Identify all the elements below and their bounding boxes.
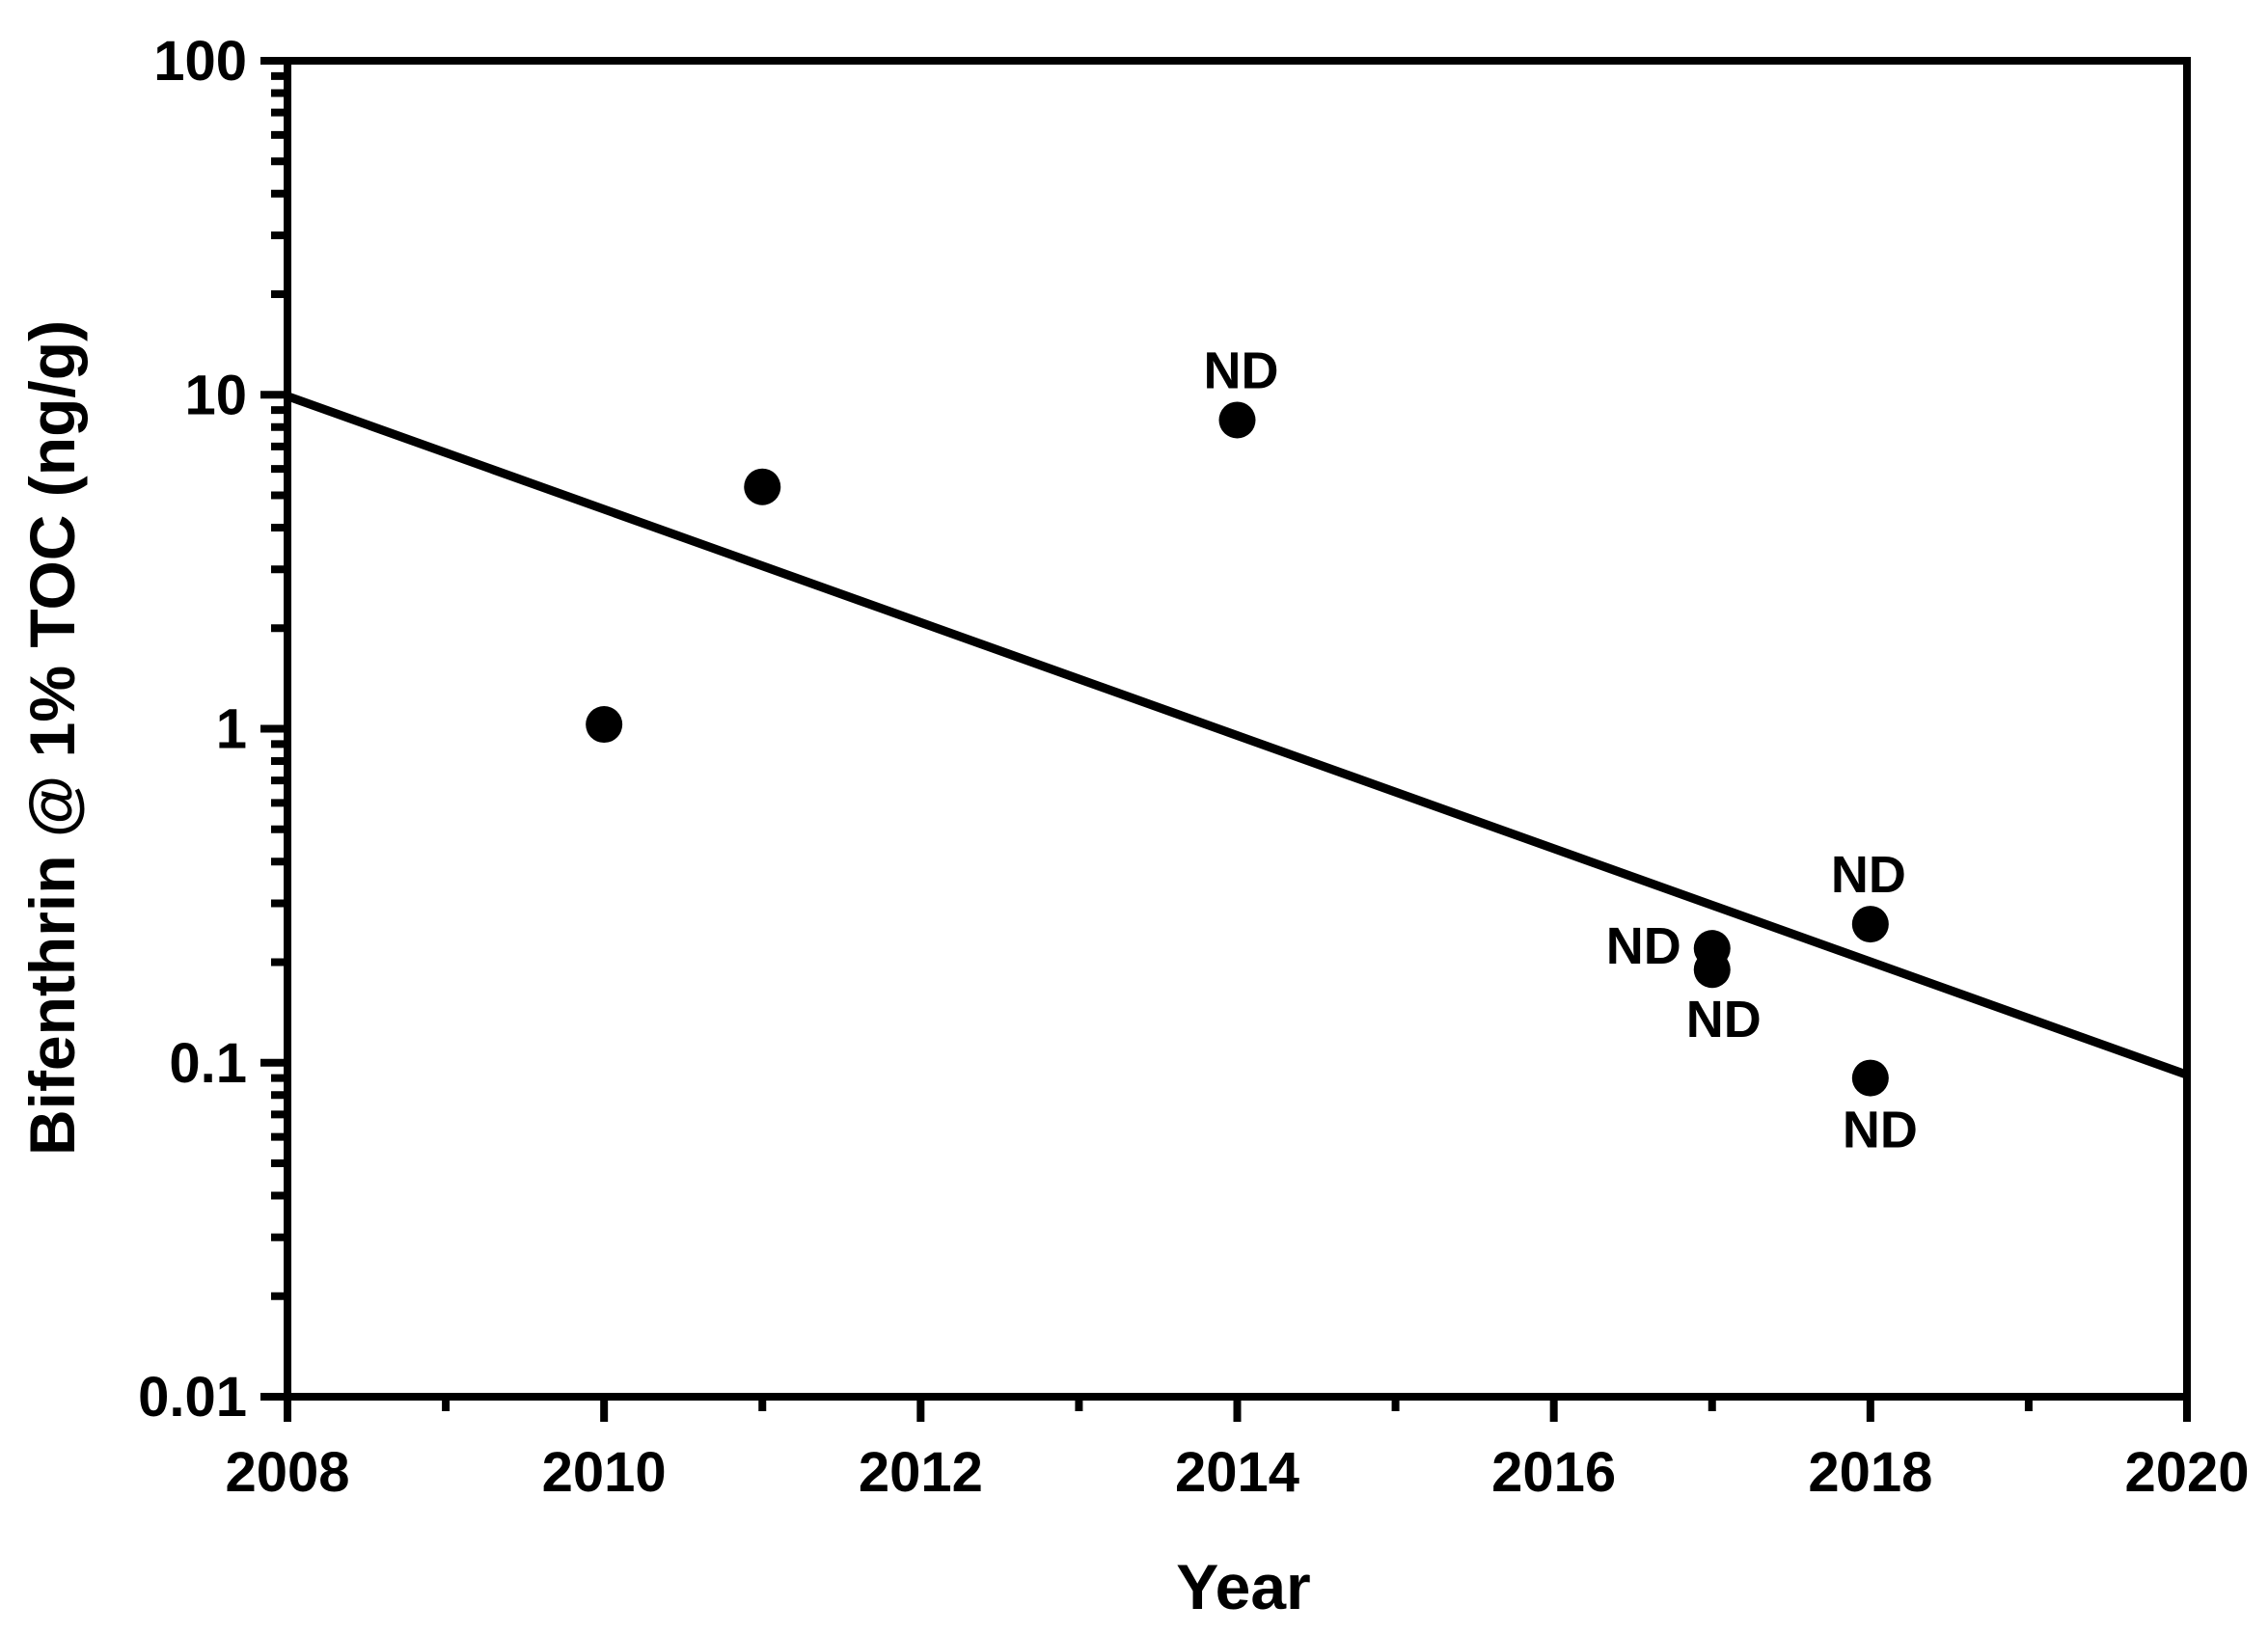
- x-tick-label: 2018: [1808, 1441, 1932, 1504]
- x-tick-label: 2010: [542, 1441, 667, 1504]
- data-point: [1218, 401, 1256, 439]
- y-tick-label: 0.01: [138, 1366, 247, 1429]
- x-tick-label: 2012: [859, 1441, 983, 1504]
- data-point: [586, 706, 623, 744]
- x-tick-label: 2020: [2124, 1441, 2249, 1504]
- y-tick-label: 100: [153, 30, 247, 93]
- axis-box: [284, 57, 2191, 1401]
- x-tick-labels: 2008 2010 2012 2014 2016 2018 2020: [225, 1441, 2249, 1504]
- data-point: [1851, 1059, 1889, 1097]
- trend-line: [286, 392, 2189, 1079]
- y-axis-ticks: [260, 57, 287, 1401]
- x-tick-label: 2016: [1491, 1441, 1616, 1504]
- x-axis-ticks: [284, 1397, 2191, 1422]
- nd-label: ND: [1831, 846, 1906, 904]
- x-tick-label: 2014: [1175, 1441, 1299, 1504]
- y-tick-label: 1: [216, 698, 247, 761]
- nd-label: ND: [1204, 341, 1279, 399]
- data-points: [586, 401, 1889, 1097]
- nd-label: ND: [1606, 917, 1681, 975]
- nd-label: ND: [1686, 991, 1762, 1048]
- data-point: [1693, 951, 1731, 989]
- nd-label: ND: [1843, 1102, 1918, 1159]
- y-tick-labels: 100 10 1 0.1 0.01: [138, 30, 247, 1429]
- x-tick-label: 2008: [225, 1441, 349, 1504]
- x-axis-title: Year: [1176, 1551, 1310, 1622]
- y-tick-label: 10: [184, 364, 247, 426]
- y-tick-label: 0.1: [169, 1032, 247, 1095]
- trend-line-group: [286, 392, 2189, 1079]
- data-point: [1851, 906, 1889, 943]
- y-axis-title: Bifenthrin @ 1% TOC (ng/g): [16, 320, 88, 1156]
- plot-border: [284, 57, 2191, 1401]
- data-point: [744, 468, 781, 505]
